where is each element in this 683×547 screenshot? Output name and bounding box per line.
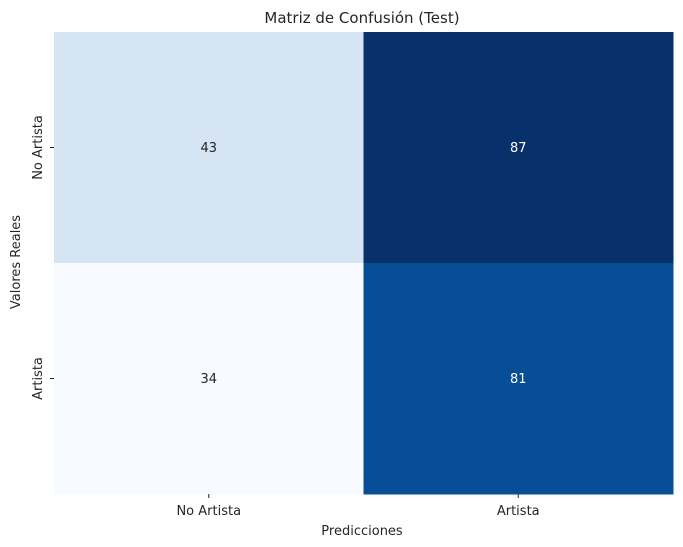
chart-title: Matriz de Confusión (Test) (264, 9, 459, 27)
cell-value-label: 34 (200, 372, 217, 387)
y-axis-ticks: No Artista Artista (31, 115, 54, 400)
y-tick-label: Artista (31, 357, 46, 400)
cell-value-label: 43 (200, 141, 217, 156)
heatmap-cell (54, 32, 364, 264)
x-axis-label: Predicciones (321, 524, 403, 539)
cell-value-label: 87 (510, 141, 527, 156)
x-axis-ticks: No Artista Artista (176, 494, 540, 519)
y-tick-label: No Artista (31, 115, 46, 180)
cell-value-label: 81 (510, 372, 527, 387)
heatmap-cell (363, 32, 674, 264)
y-axis-label: Valores Reales (9, 215, 24, 309)
heatmap-cells (54, 32, 674, 495)
heatmap-cell (54, 263, 364, 495)
heatmap-cell-labels: 43 87 34 81 (200, 141, 526, 387)
heatmap-cell (363, 263, 674, 495)
x-tick-label: Artista (497, 504, 540, 519)
x-tick-label: No Artista (176, 504, 241, 519)
